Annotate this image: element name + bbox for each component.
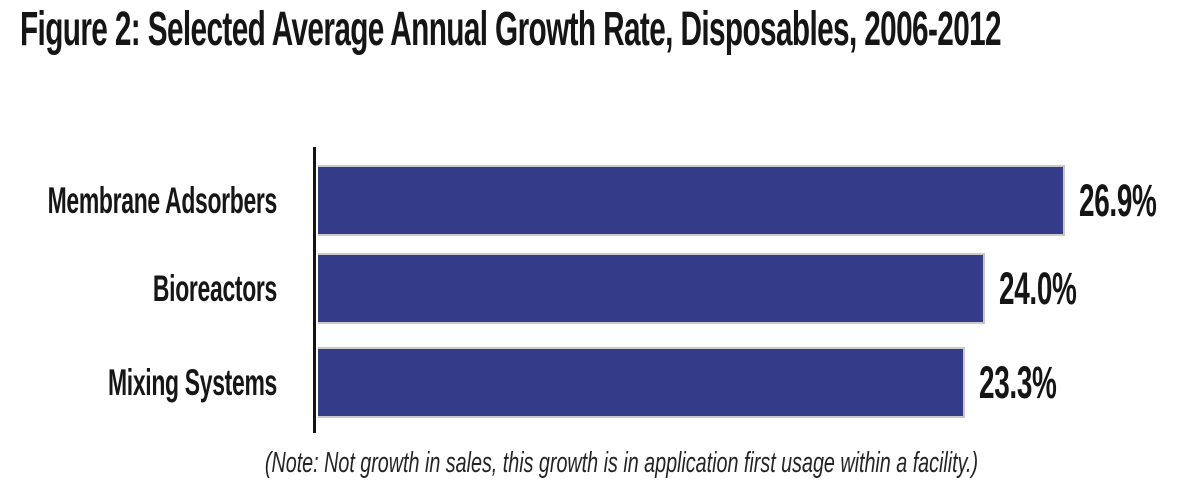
chart-note: (Note: Not growth in sales, this growth … xyxy=(264,447,979,479)
bar xyxy=(318,165,1065,236)
value-label: 26.9% xyxy=(1079,174,1157,226)
bar xyxy=(318,347,965,418)
category-label: Membrane Adsorbers xyxy=(47,179,278,221)
value-label: 24.0% xyxy=(999,262,1077,314)
chart-title: Figure 2: Selected Average Annual Growth… xyxy=(20,3,1002,56)
category-label: Mixing Systems xyxy=(107,361,277,403)
value-label: 23.3% xyxy=(979,356,1057,408)
bar xyxy=(318,253,985,324)
y-axis-line xyxy=(313,147,316,433)
category-label: Bioreactors xyxy=(152,267,277,309)
